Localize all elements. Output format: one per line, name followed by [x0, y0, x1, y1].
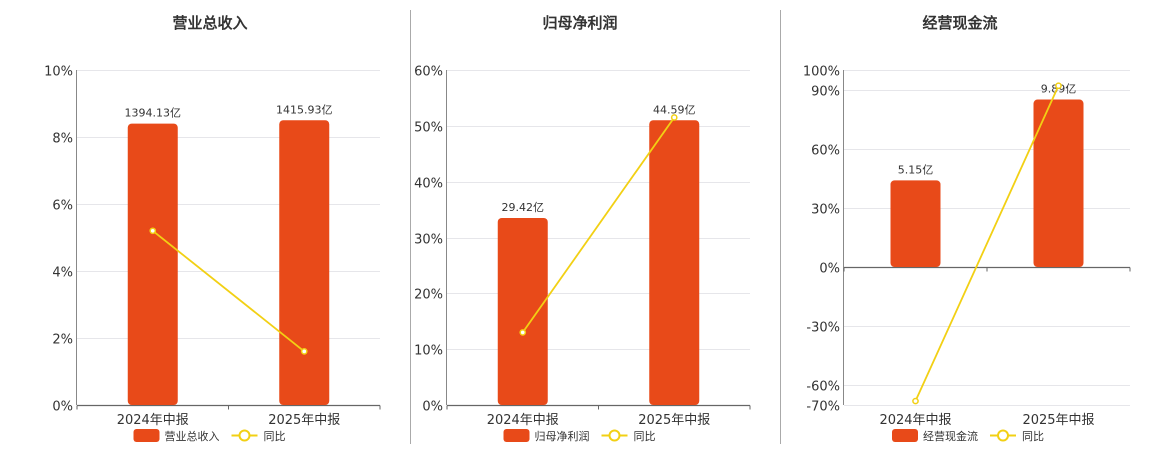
y-tick-label: 60%: [414, 65, 443, 80]
x-category-label: 2025年中报: [268, 413, 340, 428]
legend-swatch-marker: [238, 429, 251, 442]
y-tick-label: -60%: [806, 380, 840, 395]
legend-label-bar: 经营现金流: [923, 429, 978, 443]
y-tick-label: -70%: [806, 400, 840, 415]
yoy-line: [522, 116, 675, 333]
x-category-label: 2025年中报: [638, 413, 710, 428]
y-tick-label: 60%: [811, 144, 840, 159]
chart-title: 归母净利润: [542, 14, 617, 32]
y-tick-label: 8%: [52, 132, 73, 147]
yoy-line: [152, 230, 305, 353]
legend-label-line: 同比: [634, 430, 656, 443]
chart-title: 经营现金流: [922, 14, 997, 32]
bar: [890, 180, 941, 268]
bar: [1033, 99, 1084, 268]
legend-label-line: 同比: [264, 430, 286, 443]
x-category-label: 2024年中报: [487, 413, 559, 428]
chart-panel-3: 经营现金流 -70% -60% -30% 0% 30% 60% 90% 100% 5.15亿 202…: [803, 14, 1131, 443]
y-tick-label: 50%: [414, 121, 443, 136]
y-tick-label: 4%: [52, 266, 73, 281]
y-tick-label: 90%: [811, 85, 840, 100]
y-tick-label: 20%: [414, 288, 443, 303]
y-tick-label: 0%: [819, 262, 840, 277]
yoy-point: [149, 227, 157, 235]
y-tick-label: 0%: [52, 400, 73, 415]
bar-value-label: 1415.93亿: [276, 103, 333, 116]
chart-panel-1: 营业总收入 0% 2% 4% 6% 8% 10% 1394.13亿 2024年中报 1415.93…: [44, 14, 381, 443]
yoy-line: [914, 85, 1060, 402]
legend: 归母净利润 同比: [503, 429, 656, 443]
y-tick-label: 10%: [44, 65, 73, 80]
x-category-label: 2024年中报: [117, 413, 189, 428]
legend-swatch-marker: [997, 429, 1009, 442]
legend-swatch-bar: [503, 429, 530, 442]
y-tick-label: 6%: [52, 199, 73, 214]
legend-label-line: 同比: [1022, 430, 1044, 443]
yoy-point: [670, 114, 678, 121]
legend-swatch-marker: [608, 429, 621, 442]
bar-value-label: 5.15亿: [898, 163, 934, 176]
yoy-point: [1055, 82, 1062, 90]
yoy-point: [912, 397, 919, 405]
chart-panel-2: 归母净利润 0% 10% 20% 30% 40% 50% 60% 29.42亿 2024年中报 44…: [414, 14, 751, 443]
y-tick-label: 2%: [52, 333, 73, 348]
legend-swatch-bar: [133, 429, 160, 442]
yoy-point: [300, 348, 308, 355]
y-tick-label: 30%: [811, 203, 840, 218]
x-category-label: 2024年中报: [879, 413, 951, 428]
y-tick-label: 30%: [414, 233, 443, 248]
legend: 营业总收入 同比: [133, 429, 286, 443]
legend-swatch-bar: [892, 429, 918, 442]
bar-value-label: 44.59亿: [653, 103, 696, 116]
legend: 经营现金流 同比: [892, 429, 1044, 443]
legend-label-bar: 营业总收入: [165, 429, 220, 443]
bar-value-label: 1394.13亿: [125, 107, 182, 120]
y-tick-label: 100%: [803, 65, 840, 80]
y-tick-label: 0%: [422, 400, 443, 415]
x-category-label: 2025年中报: [1022, 413, 1094, 428]
chart-title: 营业总收入: [172, 14, 247, 32]
bar-value-label: 29.42亿: [502, 201, 545, 214]
y-tick-label: 10%: [414, 344, 443, 359]
bar: [649, 120, 700, 405]
bar: [497, 217, 548, 405]
bar: [279, 120, 330, 405]
y-tick-label: -30%: [806, 321, 840, 336]
legend-label-bar: 归母净利润: [535, 429, 590, 443]
yoy-point: [519, 329, 527, 336]
bar: [127, 123, 178, 405]
y-tick-label: 40%: [414, 177, 443, 192]
